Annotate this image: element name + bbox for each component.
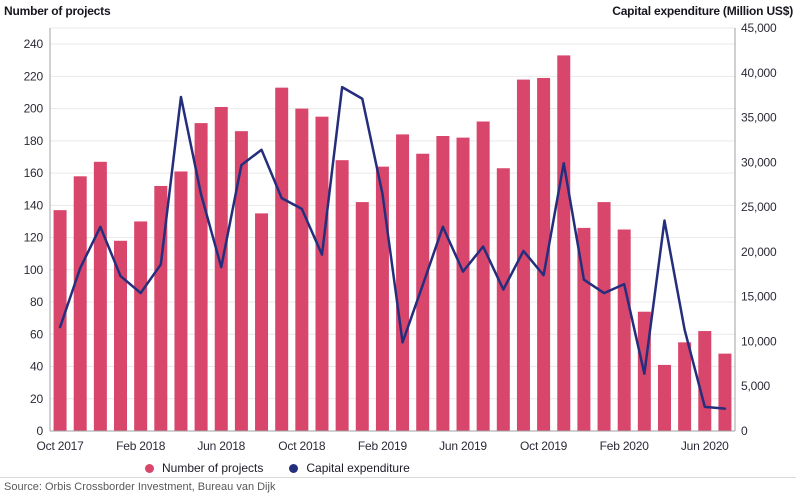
x-axis-tick-label: Oct 2017 bbox=[37, 439, 85, 453]
capex-line bbox=[58, 85, 727, 410]
left-axis-title: Number of projects bbox=[4, 4, 111, 18]
left-axis-tick-label: 100 bbox=[24, 263, 44, 277]
projects-bar bbox=[114, 240, 128, 431]
legend-item-capex: Capital expenditure bbox=[289, 461, 410, 475]
x-axis-tick-label: Oct 2018 bbox=[278, 439, 326, 453]
projects-bar bbox=[335, 160, 349, 431]
projects-bar bbox=[617, 229, 631, 431]
x-axis-tick-label: Jun 2018 bbox=[197, 439, 245, 453]
projects-bar bbox=[476, 121, 490, 431]
projects-bar bbox=[577, 227, 591, 431]
projects-bar bbox=[678, 342, 692, 431]
left-axis-tick-label: 60 bbox=[30, 327, 43, 341]
legend-item-projects: Number of projects bbox=[145, 461, 263, 475]
x-axis-tick-label: Jun 2020 bbox=[681, 439, 729, 453]
x-axis-tick-label: Feb 2019 bbox=[358, 439, 408, 453]
right-axis-tick-label: 0 bbox=[741, 424, 748, 438]
gridlines-group bbox=[50, 27, 735, 400]
left-axis-tick-label: 220 bbox=[24, 69, 44, 83]
projects-bar bbox=[657, 364, 671, 431]
right-axis-tick-label: 20,000 bbox=[741, 245, 777, 259]
projects-bar bbox=[93, 161, 107, 431]
projects-bar bbox=[73, 176, 87, 431]
projects-bar bbox=[275, 87, 289, 432]
right-axis-tick-label: 45,000 bbox=[741, 21, 777, 35]
left-axis-tick-label: 40 bbox=[30, 360, 43, 374]
projects-bar bbox=[53, 210, 67, 431]
projects-bar bbox=[597, 202, 611, 431]
x-axis-tick-label: Jun 2019 bbox=[439, 439, 487, 453]
projects-bar bbox=[174, 171, 188, 431]
x-axis-tick-label: Feb 2020 bbox=[600, 439, 650, 453]
left-axis-tick-label: 200 bbox=[24, 102, 44, 116]
right-axis-tick-label: 15,000 bbox=[741, 290, 777, 304]
projects-bar bbox=[134, 221, 148, 431]
right-axis-tick-label: 5,000 bbox=[741, 379, 771, 393]
x-axis-tick-label: Feb 2018 bbox=[116, 439, 166, 453]
right-axis-tick-label: 25,000 bbox=[741, 200, 777, 214]
left-axis-tick-label: 240 bbox=[24, 37, 44, 51]
projects-bar bbox=[234, 131, 248, 431]
axes-group bbox=[49, 28, 736, 432]
right-axis-tick-label: 10,000 bbox=[741, 334, 777, 348]
projects-bar bbox=[557, 55, 571, 432]
right-axis-tick-label: 40,000 bbox=[741, 66, 777, 80]
left-axis-tick-label: 0 bbox=[37, 424, 44, 438]
projects-bar bbox=[375, 166, 389, 431]
right-axis-tick-label: 30,000 bbox=[741, 155, 777, 169]
legend-item-label: Number of projects bbox=[162, 461, 264, 475]
projects-legend-dot-icon bbox=[145, 463, 154, 473]
right-axis-title: Capital expenditure (Million US$) bbox=[612, 4, 793, 18]
chart-legend: Number of projects Capital expenditure bbox=[145, 461, 410, 475]
projects-bar bbox=[315, 116, 329, 431]
projects-bar bbox=[214, 106, 228, 431]
capex-legend-dot-icon bbox=[289, 463, 299, 473]
projects-bar bbox=[295, 108, 309, 431]
left-axis-tick-label: 160 bbox=[24, 166, 44, 180]
projects-bar bbox=[416, 153, 430, 431]
x-axis-tick-label: Oct 2019 bbox=[520, 439, 568, 453]
projects-bar bbox=[496, 168, 510, 431]
projects-bar bbox=[537, 77, 551, 432]
projects-bar bbox=[255, 213, 269, 431]
chart-canvas: 0 20 40 60 80 100 120 140 160 180 200 220 240 0 5,000 1… bbox=[24, 21, 778, 453]
left-axis-tick-label: 120 bbox=[24, 231, 44, 245]
left-axis-tick-label: 80 bbox=[30, 295, 43, 309]
left-axis-tick-label: 180 bbox=[24, 134, 44, 148]
projects-bar bbox=[194, 123, 208, 431]
right-axis-tick-label: 35,000 bbox=[741, 111, 777, 125]
projects-bar bbox=[396, 134, 410, 431]
left-axis-tick-label: 20 bbox=[30, 392, 43, 406]
projects-bar bbox=[516, 79, 530, 432]
projects-bar bbox=[698, 331, 712, 431]
footer-divider bbox=[0, 477, 796, 478]
projects-bar bbox=[718, 353, 732, 431]
projects-bars-group bbox=[53, 55, 732, 432]
left-axis-tick-label: 140 bbox=[24, 198, 44, 212]
source-note: Source: Orbis Crossborder Investment, Bu… bbox=[4, 481, 276, 493]
projects-bar bbox=[355, 202, 369, 431]
projects-bar bbox=[456, 137, 470, 431]
projects-bar bbox=[436, 136, 450, 431]
legend-item-label: Capital expenditure bbox=[306, 461, 410, 475]
